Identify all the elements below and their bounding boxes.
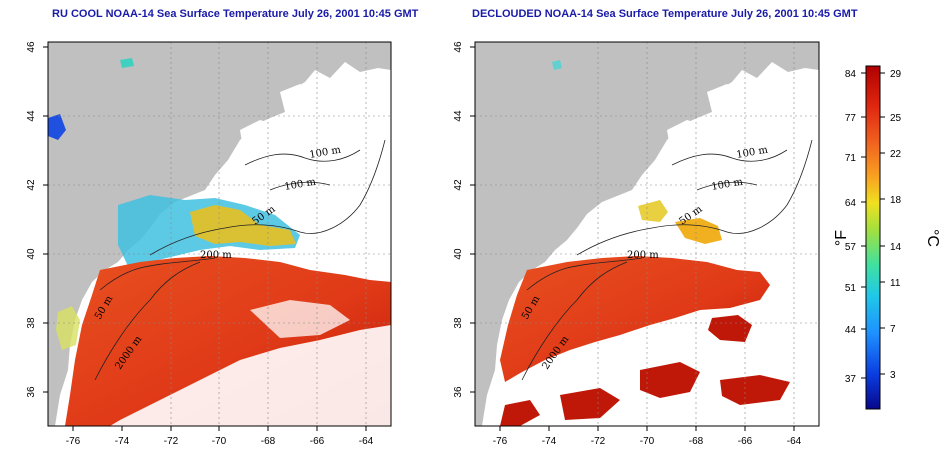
y-tick-label: 42 bbox=[26, 179, 37, 191]
x-tick-label: -66 bbox=[738, 436, 753, 447]
celsius-tick-label: 25 bbox=[890, 113, 902, 124]
y-tick-label: 40 bbox=[26, 248, 37, 260]
fahrenheit-tick-label: 77 bbox=[845, 113, 857, 124]
warm-sst-field bbox=[500, 256, 770, 382]
land-mass bbox=[475, 42, 819, 426]
x-tick-label: -74 bbox=[115, 436, 130, 447]
fahrenheit-unit-label: °F bbox=[833, 230, 850, 246]
y-tick-label: 40 bbox=[453, 248, 464, 260]
x-tick-label: -74 bbox=[542, 436, 557, 447]
y-tick-label: 44 bbox=[453, 110, 464, 122]
x-tick-label: -76 bbox=[493, 436, 508, 447]
fahrenheit-tick-label: 44 bbox=[845, 325, 857, 336]
fahrenheit-tick-label: 51 bbox=[845, 283, 857, 294]
fahrenheit-tick-label: 64 bbox=[845, 198, 857, 209]
celsius-tick-label: 3 bbox=[890, 370, 896, 381]
right-tick-marks bbox=[470, 46, 795, 431]
left-gridlines bbox=[48, 42, 391, 426]
x-tick-label: -66 bbox=[310, 436, 325, 447]
x-tick-label: -72 bbox=[164, 436, 179, 447]
celsius-tick-label: 22 bbox=[890, 149, 902, 160]
y-tick-label: 36 bbox=[453, 386, 464, 398]
celsius-tick-label: 29 bbox=[890, 69, 902, 80]
y-tick-label: 38 bbox=[26, 317, 37, 329]
x-tick-label: -76 bbox=[66, 436, 81, 447]
contour-label: 200 m bbox=[627, 250, 659, 261]
right-bathymetry-contours bbox=[521, 139, 813, 381]
y-tick-label: 38 bbox=[453, 317, 464, 329]
temperature-colorbar: 84 77 71 64 57 51 44 37 29 25 22 18 14 1… bbox=[833, 65, 941, 410]
x-tick-label: -68 bbox=[261, 436, 276, 447]
x-tick-label: -64 bbox=[787, 436, 802, 447]
y-tick-label: 46 bbox=[26, 41, 37, 53]
left-bathymetry-contours bbox=[94, 139, 386, 381]
y-tick-label: 46 bbox=[453, 41, 464, 53]
left-map-title: RU COOL NOAA-14 Sea Surface Temperature … bbox=[52, 8, 419, 20]
celsius-unit-label: °C bbox=[924, 229, 941, 247]
fahrenheit-tick-label: 57 bbox=[845, 242, 857, 253]
celsius-tick-label: 7 bbox=[890, 324, 896, 335]
fahrenheit-tick-label: 37 bbox=[845, 374, 857, 385]
y-tick-label: 42 bbox=[453, 179, 464, 191]
right-map: 100 m 100 m 50 m 200 m 50 m 2000 m -76 -… bbox=[453, 41, 820, 447]
right-gridlines bbox=[475, 42, 819, 426]
x-tick-label: -68 bbox=[689, 436, 704, 447]
x-tick-label: -70 bbox=[212, 436, 227, 447]
left-map: 100 m 100 m 50 m 200 m 50 m 2000 m -76 -… bbox=[26, 41, 392, 447]
x-tick-label: -70 bbox=[640, 436, 655, 447]
celsius-tick-label: 14 bbox=[890, 242, 902, 253]
x-tick-label: -64 bbox=[359, 436, 374, 447]
celsius-tick-label: 18 bbox=[890, 195, 902, 206]
celsius-tick-label: 11 bbox=[890, 278, 901, 289]
y-tick-label: 36 bbox=[26, 386, 37, 398]
x-tick-label: -72 bbox=[591, 436, 606, 447]
colorbar-scale bbox=[865, 65, 881, 410]
land-mass bbox=[48, 42, 391, 426]
left-x-tick-marks bbox=[43, 46, 367, 431]
contour-label: 200 m bbox=[200, 250, 232, 261]
y-tick-label: 44 bbox=[26, 110, 37, 122]
fahrenheit-tick-label: 71 bbox=[845, 153, 857, 164]
colorbar-tick-marks bbox=[861, 72, 885, 379]
right-map-title: DECLOUDED NOAA-14 Sea Surface Temperatur… bbox=[472, 8, 858, 20]
fahrenheit-tick-label: 84 bbox=[845, 69, 857, 80]
